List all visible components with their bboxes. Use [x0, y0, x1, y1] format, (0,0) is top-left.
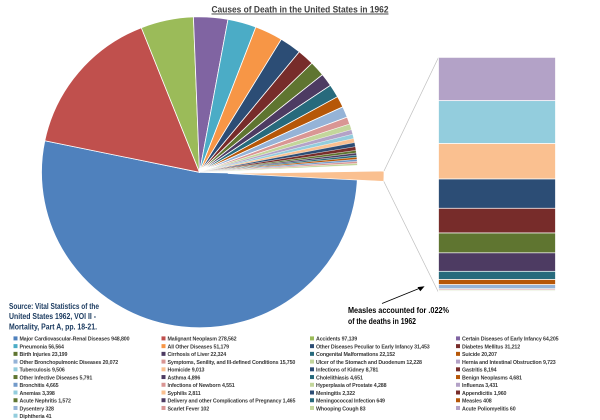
- svg-text:Influenza 3,431: Influenza 3,431: [462, 383, 498, 389]
- svg-text:All Other Diseases 51,179: All Other Diseases 51,179: [168, 344, 230, 350]
- svg-text:United States 1962, VOl II -: United States 1962, VOl II -: [9, 312, 96, 321]
- svg-text:Cirrhosis of Liver 22,324: Cirrhosis of Liver 22,324: [168, 352, 227, 358]
- svg-text:of the deaths in 1962: of the deaths in 1962: [348, 317, 416, 326]
- svg-text:Asthma 4,896: Asthma 4,896: [168, 375, 201, 381]
- svg-text:Scarlet Fever 102: Scarlet Fever 102: [168, 406, 210, 412]
- svg-text:Syphilis 2,811: Syphilis 2,811: [168, 391, 201, 397]
- svg-text:Congenital Malformations 22,15: Congenital Malformations 22,152: [316, 352, 395, 358]
- svg-text:Mortality, Part A, pp. 18-21.: Mortality, Part A, pp. 18-21.: [9, 323, 97, 332]
- svg-text:Certain Diseases of Early Infa: Certain Diseases of Early Infancy 64,205: [462, 337, 559, 343]
- svg-text:Other Infective Diseases 5,791: Other Infective Diseases 5,791: [20, 375, 93, 381]
- svg-text:Benign Neoplasms 4,681: Benign Neoplasms 4,681: [462, 375, 522, 381]
- svg-text:Other Diseases Peculiar to Ear: Other Diseases Peculiar to Early Infancy…: [316, 344, 430, 350]
- svg-text:Diphtheria 41: Diphtheria 41: [20, 414, 52, 420]
- svg-text:Cholelithiasis 4,651: Cholelithiasis 4,651: [316, 375, 363, 381]
- svg-text:Diabetes Mellitus 31,212: Diabetes Mellitus 31,212: [462, 344, 520, 350]
- svg-text:Major Cardiovascular-Renal Dis: Major Cardiovascular-Renal Diseases 948,…: [20, 337, 130, 343]
- svg-text:Pneumonia 56,564: Pneumonia 56,564: [20, 344, 64, 350]
- svg-text:Hyperplasia of Prostate 4,288: Hyperplasia of Prostate 4,288: [316, 383, 387, 389]
- svg-text:Appendicitis 1,960: Appendicitis 1,960: [462, 391, 507, 397]
- svg-text:Suicide 20,207: Suicide 20,207: [462, 352, 497, 358]
- svg-text:Causes of Death in the United: Causes of Death in the United States in …: [212, 5, 389, 16]
- svg-text:Meningitis 2,322: Meningitis 2,322: [316, 391, 355, 397]
- svg-text:Accidents 97,139: Accidents 97,139: [316, 337, 357, 343]
- svg-text:Homicide 9,013: Homicide 9,013: [168, 368, 205, 374]
- svg-text:Tuberculosis 9,506: Tuberculosis 9,506: [20, 368, 65, 374]
- svg-text:Ulcer of the Stomach and Duode: Ulcer of the Stomach and Duodenum 12,228: [316, 360, 422, 366]
- svg-text:Birth Injuries 23,199: Birth Injuries 23,199: [20, 352, 68, 358]
- svg-text:Anemias 3,398: Anemias 3,398: [20, 391, 55, 397]
- svg-text:Measles accounted for .022%: Measles accounted for .022%: [348, 306, 449, 315]
- svg-text:Acute Nephritis 1,572: Acute Nephritis 1,572: [20, 399, 72, 405]
- svg-text:Bronchitis 4,665: Bronchitis 4,665: [20, 383, 59, 389]
- svg-text:Whooping Cough 83: Whooping Cough 83: [316, 406, 366, 412]
- svg-text:Acute Poliomyelitis 60: Acute Poliomyelitis 60: [462, 406, 516, 412]
- svg-text:Measles 408: Measles 408: [462, 399, 492, 405]
- svg-text:Hernia and Intestinal Obstruct: Hernia and Intestinal Obstruction 9,723: [462, 360, 556, 366]
- svg-text:Gastritis 8,194: Gastritis 8,194: [462, 368, 497, 374]
- svg-text:Infections of Kidney 8,781: Infections of Kidney 8,781: [316, 368, 378, 374]
- svg-text:Malignant Neoplasm 278,562: Malignant Neoplasm 278,562: [168, 337, 237, 343]
- svg-text:Symptoms, Senility, and Ill-de: Symptoms, Senility, and Ill-defined Cond…: [168, 360, 296, 366]
- svg-text:Delivery and other Complicatio: Delivery and other Complications of Preg…: [168, 399, 296, 405]
- svg-text:Meningococcal Infection 649: Meningococcal Infection 649: [316, 399, 385, 405]
- svg-text:Dysentery 328: Dysentery 328: [20, 406, 55, 412]
- svg-text:Infections of Newborn 4,551: Infections of Newborn 4,551: [168, 383, 235, 389]
- svg-text:Other Bronchopulmonic Diseases: Other Bronchopulmonic Diseases 20,072: [20, 360, 119, 366]
- svg-text:Source: Vital Statistics of th: Source: Vital Statistics of the: [9, 302, 99, 311]
